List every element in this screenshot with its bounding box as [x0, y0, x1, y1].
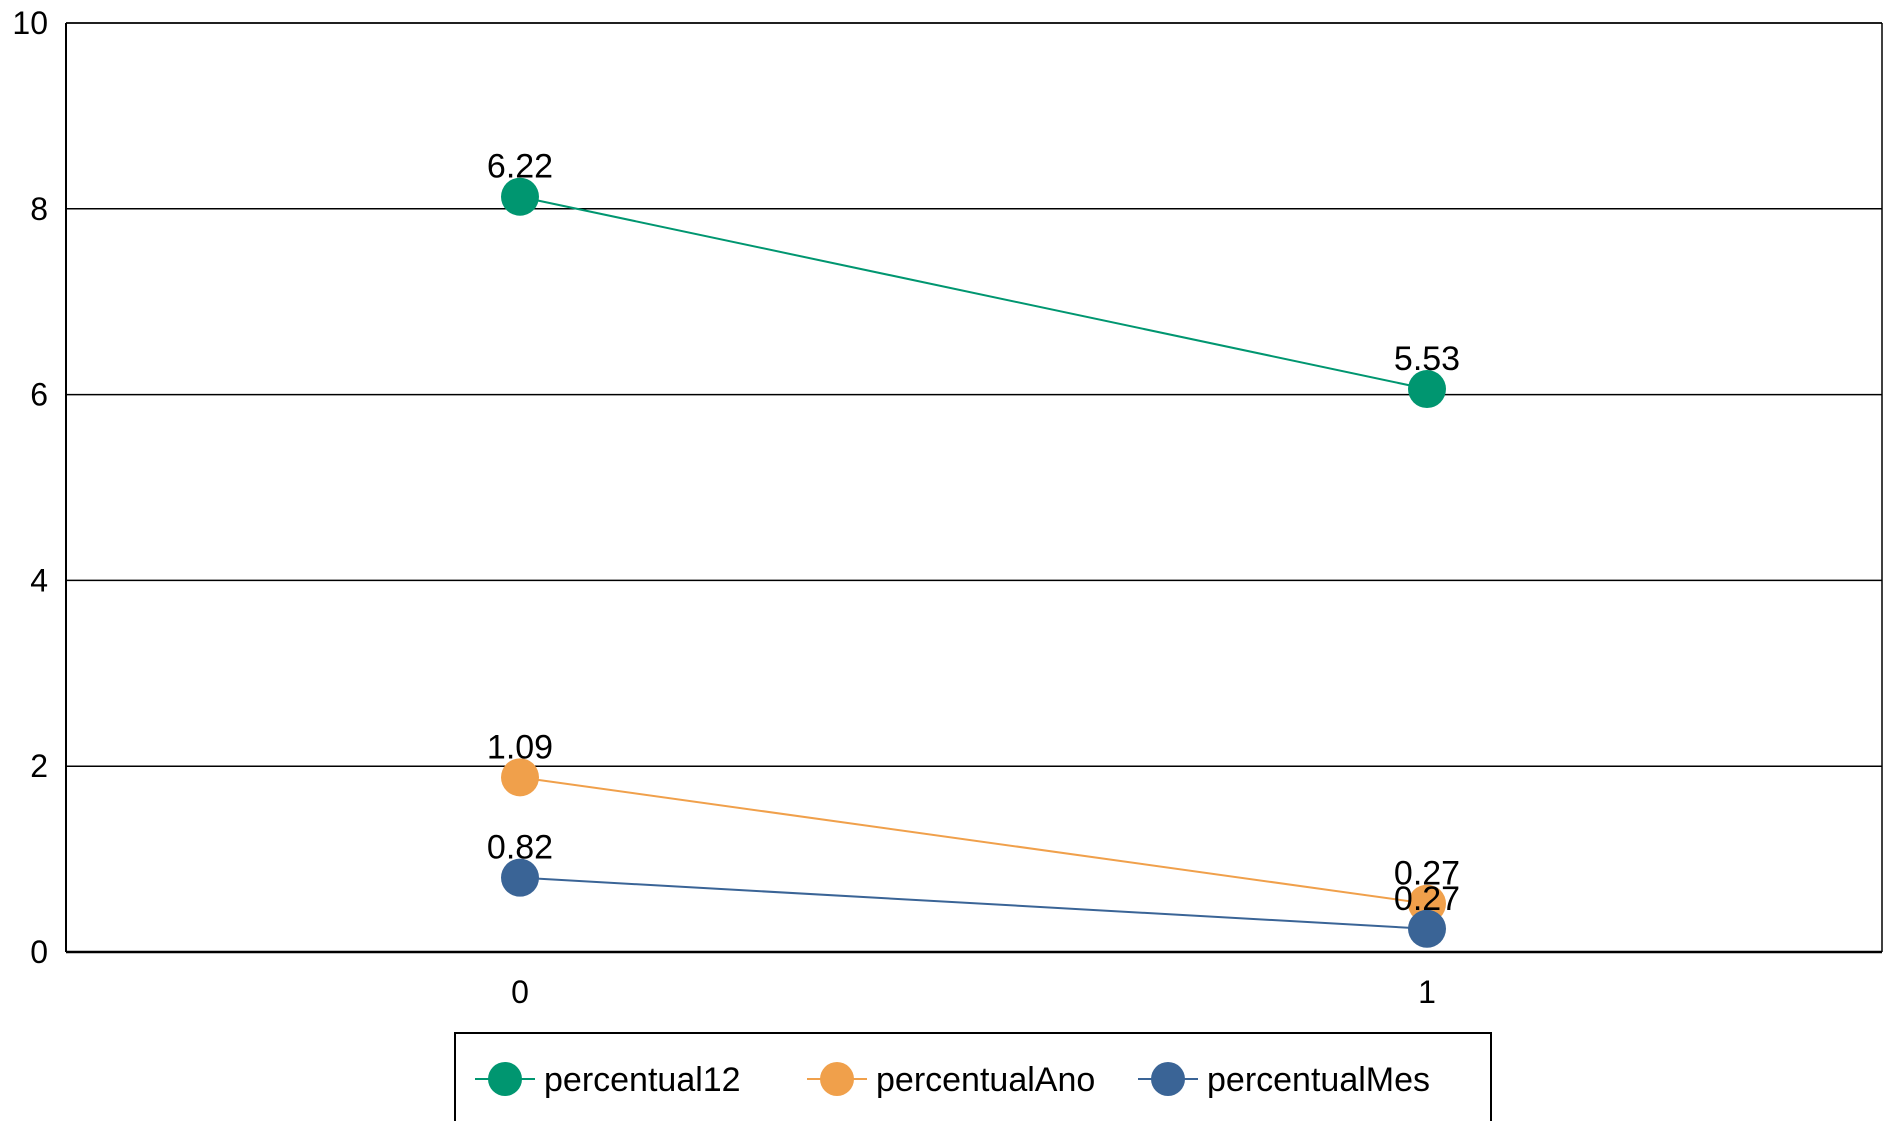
y-tick-label: 2: [30, 748, 48, 784]
legend-box: [454, 1032, 1492, 1121]
data-point-percentualMes: [1408, 909, 1446, 948]
legend: percentual12 percentualAno percentualMes: [454, 1032, 1492, 1121]
y-tick-label: 6: [30, 377, 48, 413]
legend-label-percentual12: percentual12: [544, 1061, 741, 1099]
legend-marker-percentual12: [488, 1062, 522, 1096]
x-tick-label: 1: [1418, 974, 1436, 1010]
series-lines: [501, 177, 1446, 948]
data-label-percentualAno: 0.27: [1394, 855, 1460, 893]
series-line-percentualMes: [519, 876, 1428, 930]
legend-marker-percentualMes: [1151, 1062, 1185, 1096]
y-tick-label: 0: [30, 934, 48, 970]
y-tick-label: 8: [30, 191, 48, 227]
data-point-percentualAno: [501, 758, 539, 797]
y-tick-label: 4: [30, 562, 48, 598]
series-line-percentualAno: [519, 776, 1428, 905]
axes: 0 2 4 6 8 10 0 1: [12, 5, 1883, 1010]
legend-label-percentualMes: percentualMes: [1207, 1061, 1430, 1099]
data-point-percentual12: [1408, 370, 1446, 409]
y-tick-label: 10: [12, 5, 48, 41]
data-labels: 6.22 5.53 1.09 0.27 0.82 0.27: [487, 148, 1460, 918]
data-label-percentualMes: 0.82: [487, 829, 553, 867]
data-label-percentualAno: 1.09: [487, 728, 553, 766]
data-point-percentual12: [501, 177, 539, 216]
x-tick-label: 0: [511, 974, 529, 1010]
data-label-percentual12: 6.22: [487, 148, 553, 186]
data-label-percentualMes: 0.27: [1394, 880, 1460, 918]
data-point-percentualMes: [501, 858, 539, 897]
series-line-percentual12: [519, 195, 1428, 391]
data-label-percentual12: 5.53: [1394, 340, 1460, 378]
legend-label-percentualAno: percentualAno: [876, 1061, 1095, 1099]
gridlines: [66, 22, 1882, 767]
legend-marker-percentualAno: [820, 1062, 854, 1096]
